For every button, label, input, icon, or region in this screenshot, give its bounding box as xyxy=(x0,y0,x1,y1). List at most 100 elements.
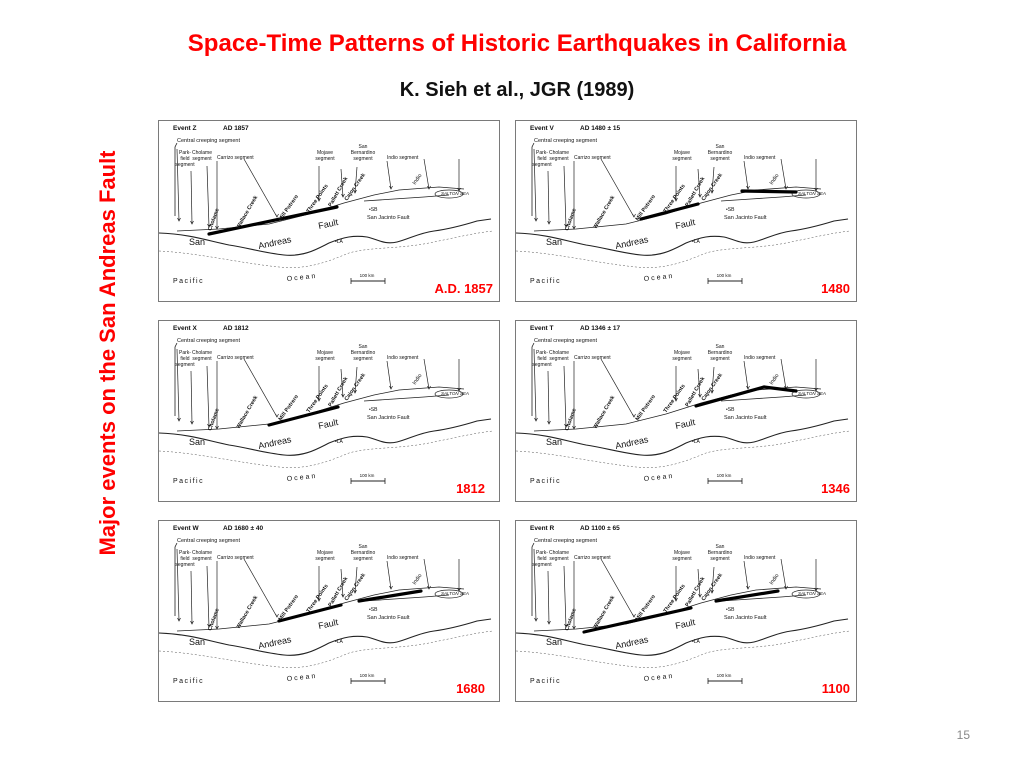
svg-text:Indio: Indio xyxy=(412,173,424,186)
fault-map-svg: Event R AD 1100 ± 65 Central creeping segm… xyxy=(516,525,851,685)
svg-text:segment: segment xyxy=(710,556,730,562)
svg-text:segment: segment xyxy=(315,356,335,362)
svg-text:segment: segment xyxy=(315,156,335,162)
svg-text:Carrizo segment: Carrizo segment xyxy=(574,555,611,561)
svg-text:•SB: •SB xyxy=(726,407,735,413)
svg-text:Mill Potrero: Mill Potrero xyxy=(635,393,658,422)
rupture-segment xyxy=(582,606,693,634)
svg-text:segment: segment xyxy=(192,356,212,362)
svg-text:San: San xyxy=(359,544,368,550)
svg-text:Carrizo segment: Carrizo segment xyxy=(574,355,611,361)
year-label-1812: 1812 xyxy=(454,481,487,496)
map-panel-event-t: Event T AD 1346 ± 17 Central creeping segm… xyxy=(515,320,857,502)
svg-text:Cholame: Cholame xyxy=(549,350,569,356)
svg-text:Indio segment: Indio segment xyxy=(744,555,776,561)
event-date: AD 1346 ± 17 xyxy=(580,325,620,332)
svg-text:Pacific: Pacific xyxy=(173,278,204,285)
svg-text:San: San xyxy=(359,144,368,150)
svg-text:Fault: Fault xyxy=(317,417,339,431)
event-name: Event T xyxy=(530,325,554,332)
map-panel-event-r: Event R AD 1100 ± 65 Central creeping segm… xyxy=(515,520,857,702)
rupture-segment xyxy=(267,405,340,427)
svg-text:SALTON SEA: SALTON SEA xyxy=(441,591,469,596)
svg-text:San Jacinto Fault: San Jacinto Fault xyxy=(724,215,767,221)
svg-text:Cholame: Cholame xyxy=(564,408,578,432)
svg-text:San Jacinto Fault: San Jacinto Fault xyxy=(367,415,410,421)
svg-text:Wallace Creek: Wallace Creek xyxy=(593,194,617,230)
svg-text:Bernardino: Bernardino xyxy=(708,350,733,356)
svg-text:Central creeping segment: Central creeping segment xyxy=(534,538,597,544)
svg-text:Wallace Creek: Wallace Creek xyxy=(236,394,260,430)
svg-text:Andreas: Andreas xyxy=(257,434,292,451)
svg-text:Cholame: Cholame xyxy=(207,408,221,432)
svg-text:Indio: Indio xyxy=(769,173,781,186)
svg-text:SALTON SEA: SALTON SEA xyxy=(441,191,469,196)
event-name: Event R xyxy=(530,525,555,532)
year-label-1857: A.D. 1857 xyxy=(432,281,495,296)
svg-text:San: San xyxy=(716,144,725,150)
svg-text:Indio segment: Indio segment xyxy=(744,355,776,361)
svg-text:Ocean: Ocean xyxy=(286,473,317,483)
svg-text:Park-: Park- xyxy=(179,550,191,556)
svg-text:Cholame: Cholame xyxy=(207,208,221,232)
svg-text:Central creeping segment: Central creeping segment xyxy=(177,138,240,144)
svg-text:Fault: Fault xyxy=(674,617,696,631)
svg-text:Mojave: Mojave xyxy=(317,550,333,556)
svg-text:segment: segment xyxy=(532,162,552,168)
rupture-segment xyxy=(207,205,339,236)
svg-text:Cholame: Cholame xyxy=(549,150,569,156)
svg-text:San: San xyxy=(546,637,562,647)
svg-text:Indio segment: Indio segment xyxy=(744,155,776,161)
map-panel-event-z: Event Z AD 1857 Central creeping segment Pa… xyxy=(158,120,500,302)
svg-text:Andreas: Andreas xyxy=(614,234,649,251)
event-date: AD 1857 xyxy=(223,125,249,132)
slide-subtitle: K. Sieh et al., JGR (1989) xyxy=(399,79,635,101)
svg-text:San: San xyxy=(546,237,562,247)
svg-text:Mojave: Mojave xyxy=(674,550,690,556)
svg-text:Fault: Fault xyxy=(317,617,339,631)
event-name: Event V xyxy=(530,125,555,132)
svg-text:•LA: •LA xyxy=(335,439,344,445)
svg-text:Mojave: Mojave xyxy=(317,350,333,356)
svg-text:•LA: •LA xyxy=(335,239,344,245)
svg-text:Indio: Indio xyxy=(412,373,424,386)
svg-text:Carrizo segment: Carrizo segment xyxy=(217,355,254,361)
svg-text:Ocean: Ocean xyxy=(286,273,317,283)
fault-map-svg: Event Z AD 1857 Central creeping segment Pa… xyxy=(159,125,494,285)
svg-text:Pacific: Pacific xyxy=(530,478,561,485)
svg-text:Indio segment: Indio segment xyxy=(387,555,419,561)
svg-text:Three Points: Three Points xyxy=(663,383,687,414)
svg-text:Central creeping segment: Central creeping segment xyxy=(177,538,240,544)
svg-text:•SB: •SB xyxy=(369,607,378,613)
svg-text:Andreas: Andreas xyxy=(614,434,649,451)
svg-text:Cholame: Cholame xyxy=(192,150,212,156)
svg-text:field: field xyxy=(537,156,546,162)
event-date: AD 1812 xyxy=(223,325,249,332)
event-date: AD 1680 ± 40 xyxy=(223,525,263,532)
svg-text:segment: segment xyxy=(710,156,730,162)
map-panel-event-w: Event W AD 1680 ± 40 Central creeping segm… xyxy=(158,520,500,702)
event-date: AD 1480 ± 15 xyxy=(580,125,620,132)
slide-title: Space-Time Patterns of Historic Earthqua… xyxy=(187,30,847,57)
svg-text:segment: segment xyxy=(315,556,335,562)
svg-text:Andreas: Andreas xyxy=(257,234,292,251)
fault-map-svg: Event W AD 1680 ± 40 Central creeping segm… xyxy=(159,525,494,685)
svg-text:Bernardino: Bernardino xyxy=(708,150,733,156)
svg-text:segment: segment xyxy=(549,156,569,162)
svg-text:Park-: Park- xyxy=(536,550,548,556)
svg-text:San: San xyxy=(189,637,205,647)
svg-text:Mojave: Mojave xyxy=(317,150,333,156)
svg-text:Carrizo segment: Carrizo segment xyxy=(217,555,254,561)
svg-text:Fault: Fault xyxy=(317,217,339,231)
svg-text:San: San xyxy=(716,344,725,350)
svg-text:segment: segment xyxy=(192,556,212,562)
svg-text:segment: segment xyxy=(549,356,569,362)
fault-map-svg: Event V AD 1480 ± 15 Central creeping segm… xyxy=(516,125,851,285)
svg-text:Indio: Indio xyxy=(769,573,781,586)
rupture-segment-south xyxy=(762,385,798,393)
svg-text:•SB: •SB xyxy=(726,607,735,613)
svg-text:•LA: •LA xyxy=(692,439,701,445)
side-label: Major events on the San Andreas Fault xyxy=(95,150,120,556)
svg-text:Pallett Creek: Pallett Creek xyxy=(685,575,707,608)
svg-text:Central creeping segment: Central creeping segment xyxy=(534,338,597,344)
